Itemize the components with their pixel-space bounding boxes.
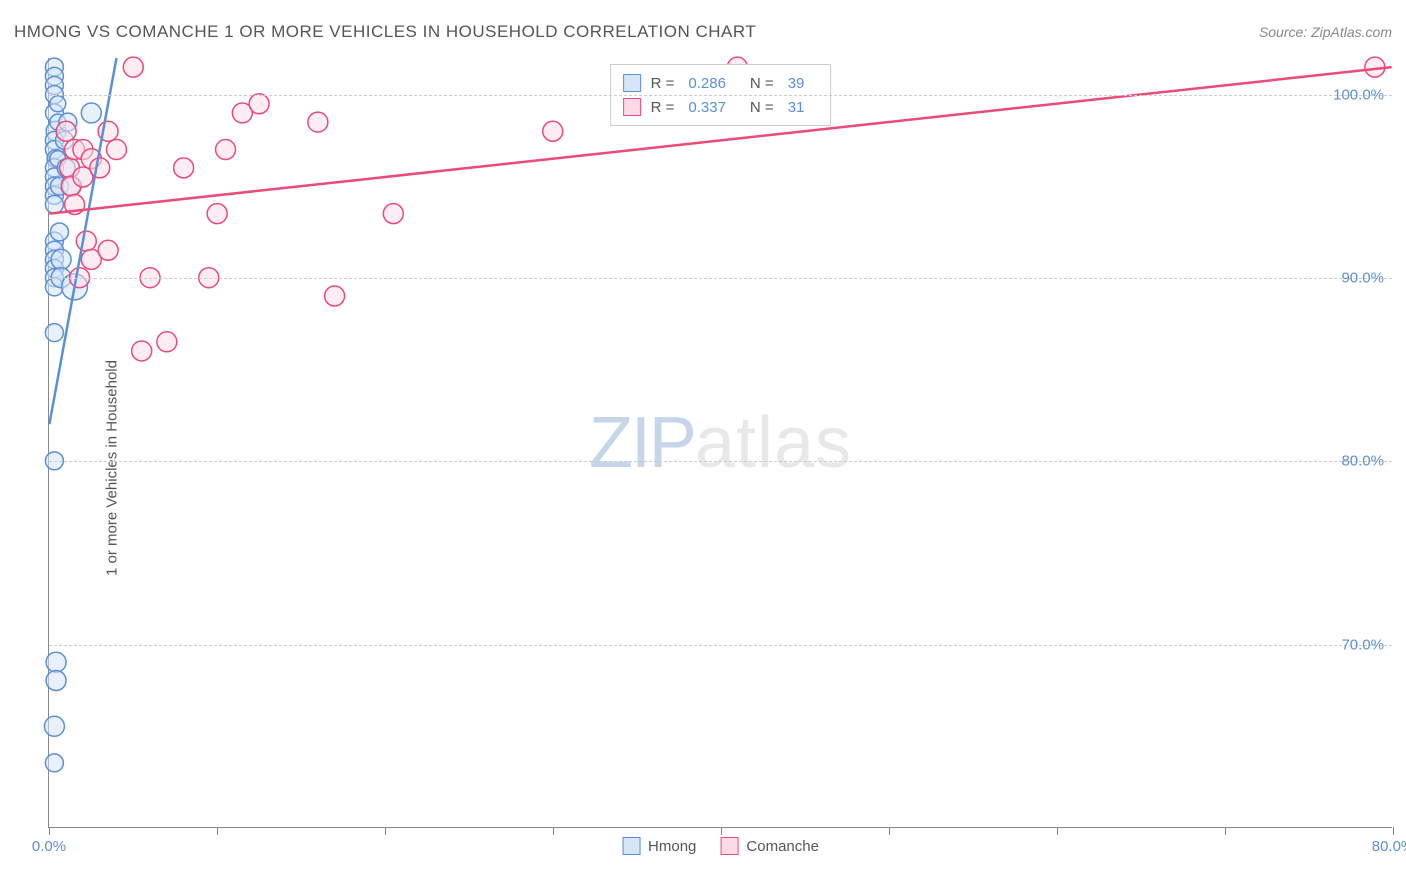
x-tick-label: 80.0%	[1372, 838, 1406, 855]
source-label: Source: ZipAtlas.com	[1259, 24, 1392, 40]
n-label: N =	[750, 99, 774, 116]
n-value-hmong: 39	[788, 75, 805, 92]
r-label: R =	[651, 75, 675, 92]
legend-label-comanche: Comanche	[746, 838, 819, 855]
swatch-hmong	[623, 74, 641, 92]
legend-row-hmong: R = 0.286 N = 39	[623, 71, 819, 95]
legend-label-hmong: Hmong	[648, 838, 696, 855]
n-value-comanche: 31	[788, 99, 805, 116]
legend-row-comanche: R = 0.337 N = 31	[623, 95, 819, 119]
r-value-comanche: 0.337	[688, 99, 726, 116]
r-value-hmong: 0.286	[688, 75, 726, 92]
y-tick-label: 70.0%	[1341, 636, 1384, 653]
plot-area: ZIPatlas R = 0.286 N = 39 R = 0.337 N = …	[48, 58, 1392, 828]
swatch-comanche-icon	[720, 837, 738, 855]
swatch-hmong-icon	[622, 837, 640, 855]
x-tick-label: 0.0%	[32, 838, 66, 855]
chart-title: HMONG VS COMANCHE 1 OR MORE VEHICLES IN …	[14, 22, 756, 42]
chart-header: HMONG VS COMANCHE 1 OR MORE VEHICLES IN …	[14, 22, 1392, 42]
y-tick-label: 90.0%	[1341, 270, 1384, 287]
chart-area: 1 or more Vehicles in Household ZIPatlas…	[14, 58, 1392, 878]
series-legend: Hmong Comanche	[622, 837, 819, 855]
r-label: R =	[651, 99, 675, 116]
y-tick-label: 100.0%	[1333, 86, 1384, 103]
n-label: N =	[750, 75, 774, 92]
legend-item-comanche: Comanche	[720, 837, 819, 855]
swatch-comanche	[623, 98, 641, 116]
legend-item-hmong: Hmong	[622, 837, 696, 855]
scatter-plot-svg	[49, 58, 1392, 827]
y-tick-label: 80.0%	[1341, 453, 1384, 470]
